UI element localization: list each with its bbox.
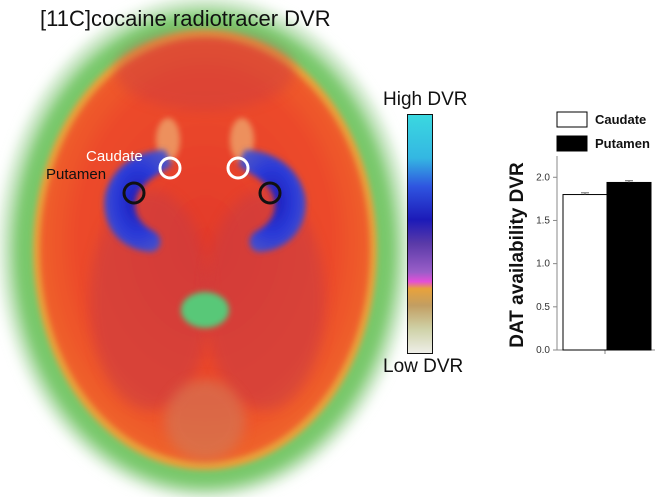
bar-caudate <box>562 194 608 351</box>
putamen-roi-left <box>122 181 146 205</box>
y-tick-label: 1.5 <box>536 215 550 226</box>
y-tick-label: 2.0 <box>536 172 550 183</box>
caudate-roi-right <box>226 156 250 180</box>
brain-image-title: [11C]cocaine radiotracer DVR <box>40 6 331 31</box>
y-tick-label: 1.0 <box>536 259 550 270</box>
dat-availability-bar-chart: Caudate Putamen 0.0 0.5 1.0 1.5 2.0 DAT availab… <box>507 111 655 356</box>
legend-label: Putamen <box>595 136 650 151</box>
putamen-roi-right <box>258 181 282 205</box>
y-tick-label: 0.5 <box>536 302 550 313</box>
brain-pet-scan-image <box>0 0 410 497</box>
legend-label: Caudate <box>595 112 646 127</box>
caudate-roi-label: Caudate <box>86 148 143 165</box>
dvr-colorbar <box>407 114 433 354</box>
caudate-roi-left <box>158 156 182 180</box>
y-axis-label: DAT availability DVR <box>507 162 528 348</box>
brain-pet-image-panel: [11C]cocaine radiotracer DVR Caudate Put… <box>0 0 410 497</box>
colorbar-low-label: Low DVR <box>383 356 464 377</box>
y-tick-label: 0.0 <box>536 345 550 356</box>
legend-swatch <box>556 135 588 152</box>
bar-putamen <box>606 181 652 351</box>
colorbar-high-label: High DVR <box>383 89 468 110</box>
putamen-roi-label: Putamen <box>46 166 107 183</box>
legend-swatch <box>556 111 588 128</box>
